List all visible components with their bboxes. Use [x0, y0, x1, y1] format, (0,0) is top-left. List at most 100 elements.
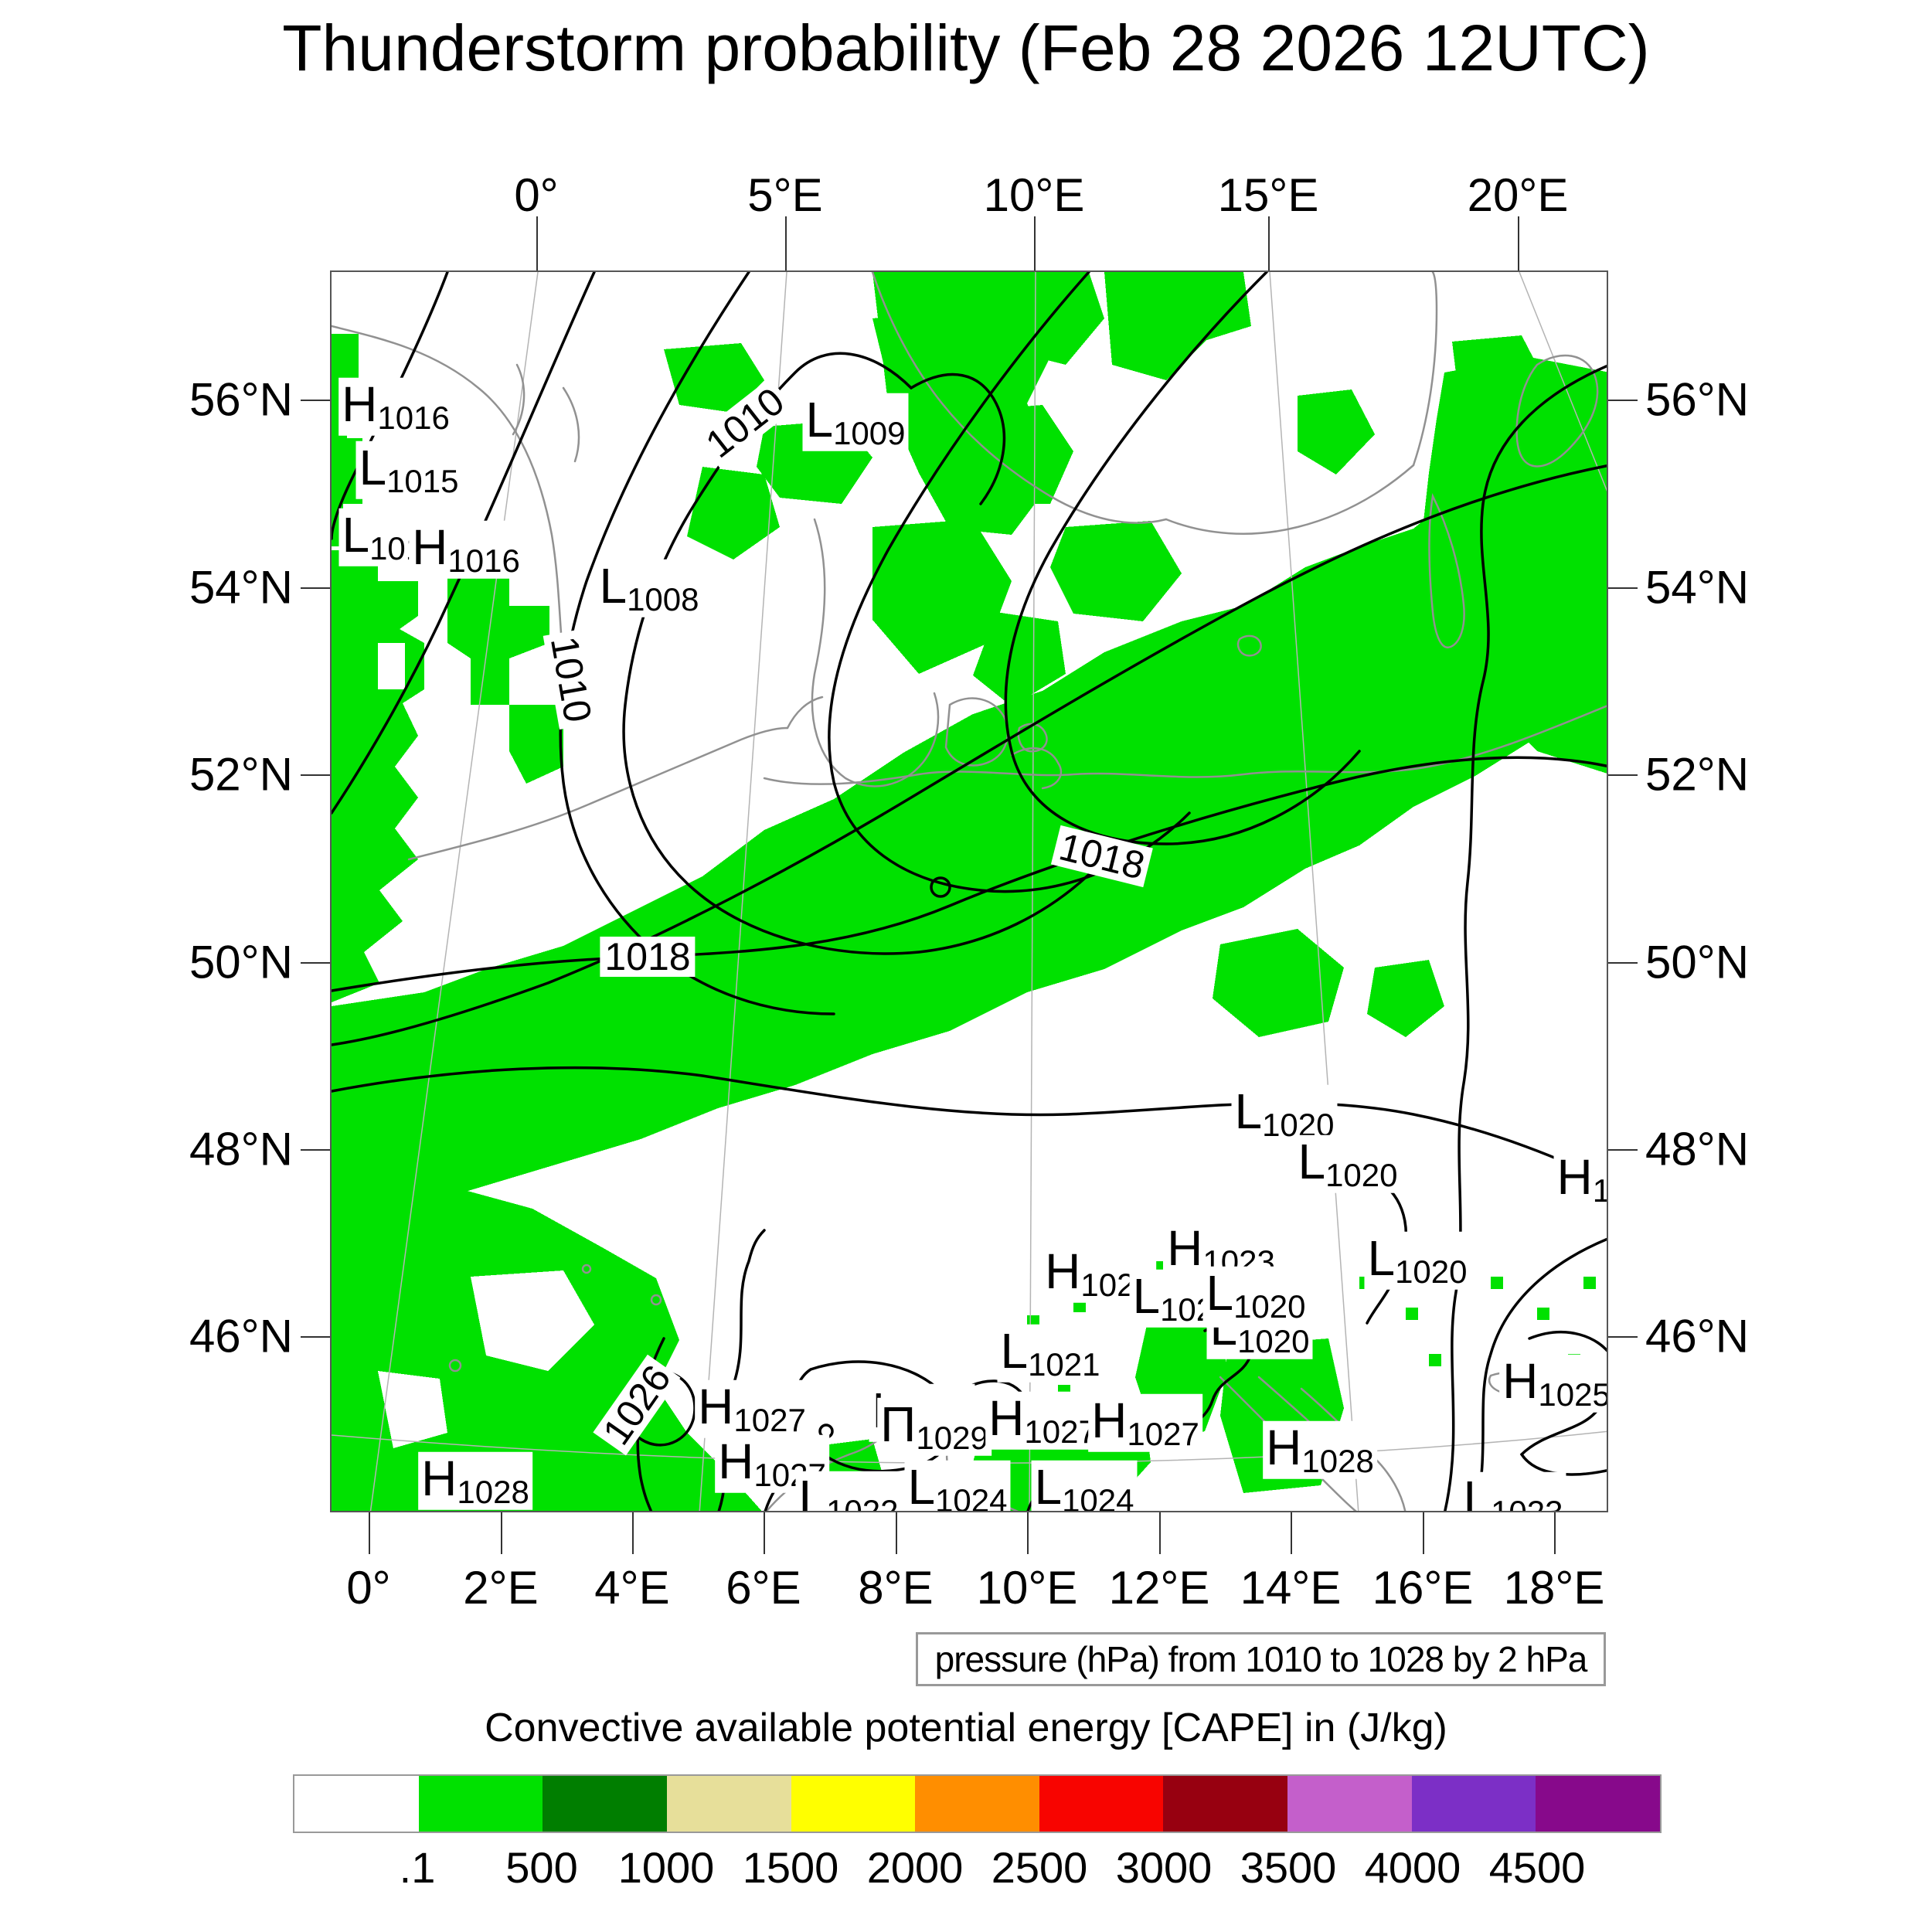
left-axis-tick [301, 1149, 330, 1151]
top-axis-tick [785, 216, 787, 270]
pressure-center-label: H1028 [418, 1451, 532, 1510]
top-axis-tick [1034, 216, 1036, 270]
pressure-center-label: H1027 [695, 1379, 809, 1438]
colorbar-segment [418, 1776, 543, 1832]
top-axis-label: 20°E [1467, 169, 1569, 221]
cape-colorbar [293, 1774, 1662, 1833]
right-axis-label: 48°N [1645, 1123, 1750, 1175]
colorbar-segment [1163, 1776, 1288, 1832]
right-axis-label: 52°N [1645, 748, 1750, 801]
pressure-center-label: L1024 [904, 1460, 1011, 1511]
colorbar-tick-label: 1500 [742, 1843, 839, 1892]
pressure-caption: pressure (hPa) from 1010 to 1028 by 2 hP… [916, 1632, 1606, 1686]
top-axis-label: 15°E [1217, 169, 1319, 221]
left-axis-tick [301, 400, 330, 401]
right-axis-label: 46°N [1645, 1310, 1750, 1362]
bottom-axis-tick [1554, 1512, 1556, 1554]
bottom-axis-tick [632, 1512, 634, 1554]
colorbar-segment [791, 1776, 916, 1832]
pressure-center-label: H1027 [985, 1391, 1100, 1450]
top-axis-tick [536, 216, 538, 270]
colorbar-tick-label: 4000 [1364, 1843, 1461, 1892]
pressure-center-label: L1022 [795, 1471, 902, 1511]
left-axis-tick [301, 1336, 330, 1338]
bottom-axis-tick [369, 1512, 370, 1554]
top-axis-tick [1518, 216, 1519, 270]
colorbar-tick-label: 4500 [1488, 1843, 1586, 1892]
pressure-center-label: H1027 [1088, 1393, 1202, 1452]
colorbar-segment [1039, 1776, 1164, 1832]
bottom-axis-label: 4°E [594, 1562, 670, 1614]
colorbar-tick-label: .1 [399, 1843, 436, 1892]
top-axis-tick [1268, 216, 1270, 270]
pressure-center-label: L1020 [1231, 1084, 1338, 1143]
bottom-axis-tick [501, 1512, 502, 1554]
bottom-axis-tick [896, 1512, 897, 1554]
left-axis-label: 48°N [189, 1123, 293, 1175]
colorbar-title: Convective available potential energy [C… [485, 1706, 1447, 1750]
pressure-center-label: H1025 [1499, 1354, 1607, 1413]
bottom-axis-tick [764, 1512, 765, 1554]
colorbar-segment [543, 1776, 667, 1832]
right-axis-tick [1608, 774, 1638, 776]
left-axis-label: 46°N [189, 1310, 293, 1362]
bottom-axis-tick [1027, 1512, 1029, 1554]
bottom-axis-label: 6°E [726, 1562, 801, 1614]
map-plot-area: H1016 L1015 L1015 H1016 L1008 L1009 L1020 L1020… [330, 270, 1608, 1512]
bottom-axis-label: 8°E [858, 1562, 934, 1614]
right-axis-label: 50°N [1645, 936, 1750, 988]
right-axis-tick [1608, 1149, 1638, 1151]
pressure-center-label: H10 [1553, 1150, 1607, 1209]
colorbar-segment [666, 1776, 791, 1832]
colorbar-tick-label: 3500 [1240, 1843, 1337, 1892]
right-axis-tick [1608, 400, 1638, 401]
cape-shading-holes [378, 643, 594, 1448]
colorbar-segment [915, 1776, 1039, 1832]
pressure-center-label: Π1029 [877, 1397, 992, 1456]
colorbar-tick-label: 2500 [991, 1843, 1088, 1892]
pressure-center-label: L1009 [802, 393, 909, 451]
bottom-axis-tick [1291, 1512, 1292, 1554]
left-axis-label: 54°N [189, 561, 293, 614]
bottom-axis-tick [1159, 1512, 1161, 1554]
bottom-axis-label: 16°E [1372, 1562, 1474, 1614]
bottom-axis-label: 2°E [463, 1562, 539, 1614]
bottom-axis-label: 12°E [1108, 1562, 1210, 1614]
left-axis-label: 52°N [189, 748, 293, 801]
isobar-value-label: 1018 [600, 937, 696, 977]
left-axis-label: 56°N [189, 373, 293, 426]
bottom-axis-label: 0° [346, 1562, 391, 1614]
left-axis-tick [301, 774, 330, 776]
colorbar-tick-label: 3000 [1115, 1843, 1213, 1892]
right-axis-label: 56°N [1645, 373, 1750, 426]
right-axis-tick [1608, 1336, 1638, 1338]
left-axis-tick [301, 587, 330, 589]
pressure-center-label: H1028 [1263, 1420, 1377, 1479]
pressure-center-label: L1020 [1129, 1269, 1236, 1328]
colorbar-segment [1411, 1776, 1536, 1832]
pressure-center-label: L1015 [355, 440, 462, 499]
right-axis-tick [1608, 962, 1638, 964]
bottom-axis-label: 18°E [1503, 1562, 1605, 1614]
bottom-axis-label: 14°E [1240, 1562, 1342, 1614]
pressure-center-label: L1020 [1294, 1134, 1401, 1193]
bottom-axis-label: 10°E [976, 1562, 1078, 1614]
colorbar-tick-label: 500 [505, 1843, 578, 1892]
colorbar-segment [1536, 1776, 1661, 1832]
colorbar-tick-label: 2000 [866, 1843, 964, 1892]
pressure-center-label: L1021 [997, 1324, 1104, 1383]
top-axis-label: 0° [514, 169, 559, 221]
right-axis-label: 54°N [1645, 561, 1750, 614]
colorbar-tick-label: 1000 [617, 1843, 715, 1892]
pressure-center-label: L1020 [1202, 1266, 1309, 1325]
page-title: Thunderstorm probability (Feb 28 2026 12… [282, 12, 1650, 84]
left-axis-tick [301, 962, 330, 964]
pressure-center-label: H1016 [338, 377, 453, 436]
colorbar-segment [294, 1776, 419, 1832]
top-axis-label: 10°E [983, 169, 1085, 221]
left-axis-label: 50°N [189, 936, 293, 988]
map-graphics [332, 272, 1607, 1511]
pressure-center-label: L1024 [1031, 1460, 1138, 1511]
pressure-center-label: L1023 [1460, 1471, 1566, 1511]
